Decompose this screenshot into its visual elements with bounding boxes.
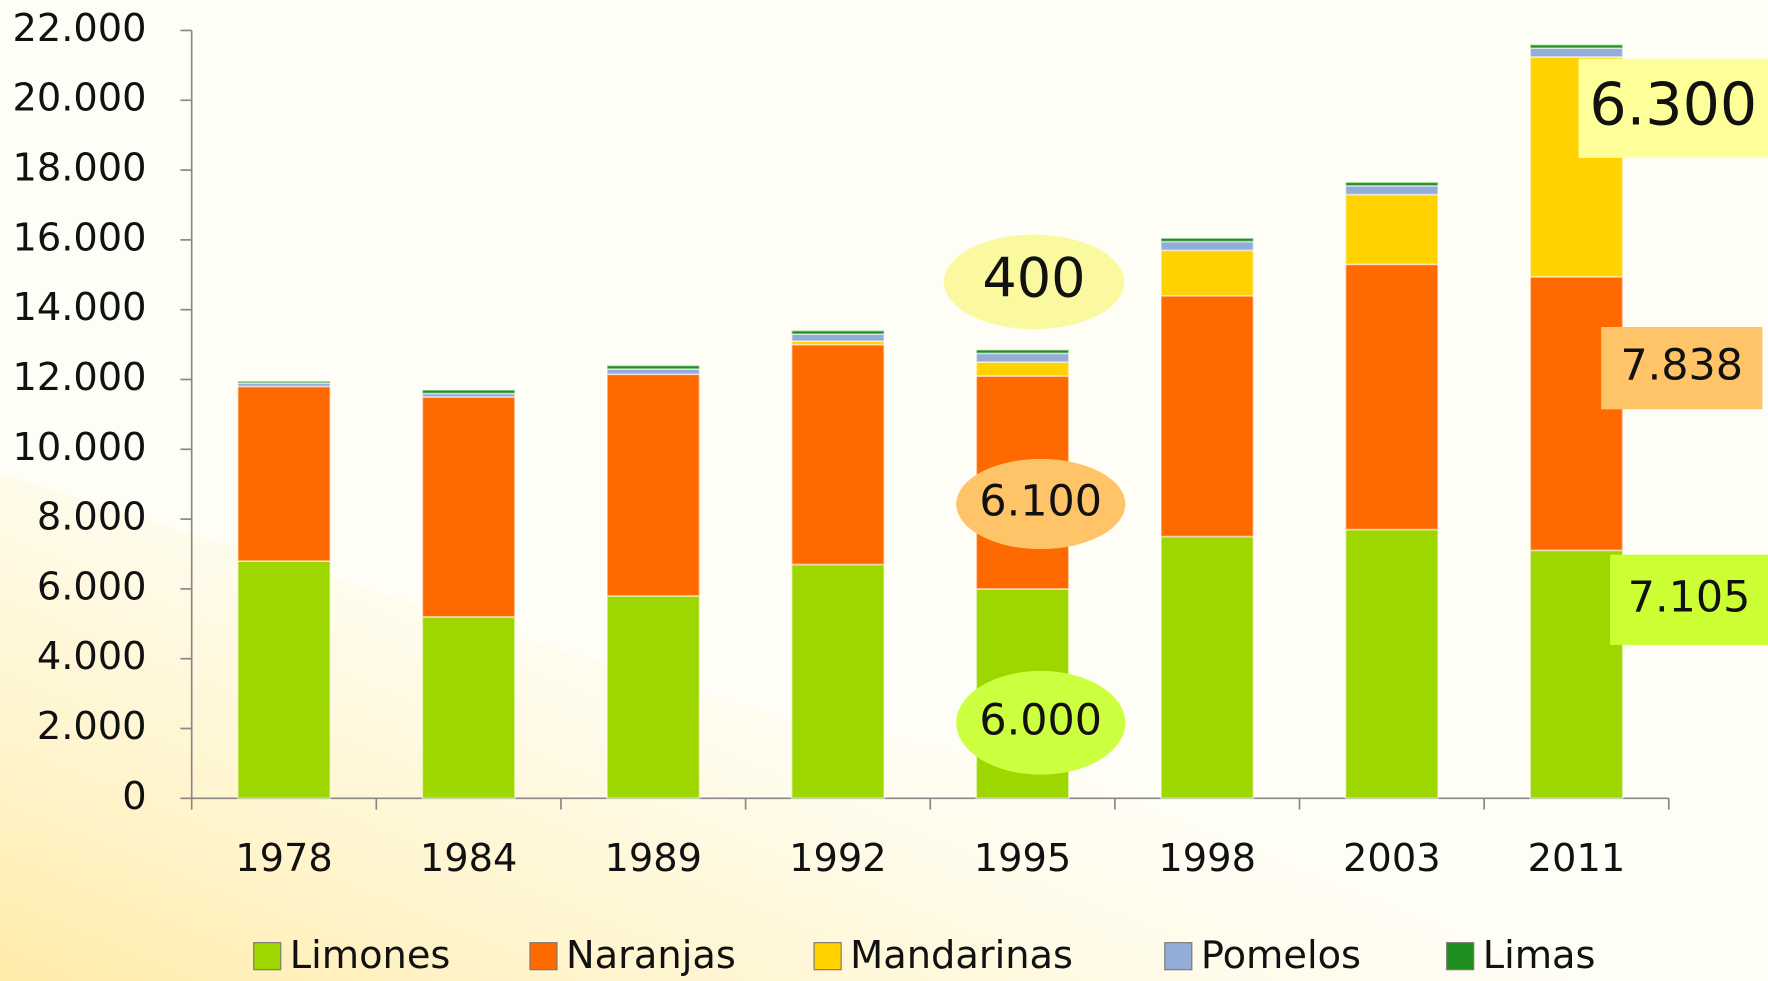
annotation-text: 400 xyxy=(982,247,1085,310)
legend-swatch xyxy=(1446,942,1475,971)
x-tick-label: 1998 xyxy=(1158,836,1256,881)
y-tick-label: 10.000 xyxy=(12,425,146,470)
legend-label: Limas xyxy=(1483,933,1596,978)
bar-segment xyxy=(790,329,885,335)
x-tick-label: 1984 xyxy=(420,836,518,881)
annotation-text: 6.300 xyxy=(1589,70,1757,138)
bar-segment xyxy=(1160,240,1255,252)
x-tick-label: 1995 xyxy=(974,836,1072,881)
background-streak xyxy=(0,473,1768,981)
bar-segment xyxy=(421,615,516,800)
legend-label: Limones xyxy=(290,933,451,978)
bar-segment xyxy=(1160,249,1255,297)
bar-segment xyxy=(1160,237,1255,243)
legend-label: Mandarinas xyxy=(850,933,1073,978)
x-tick-label: 2011 xyxy=(1528,836,1626,881)
bar-segment xyxy=(790,563,885,800)
bar-segment xyxy=(236,380,332,384)
bar-segment xyxy=(606,373,701,597)
legend-swatch xyxy=(813,942,842,971)
annotation-bubble xyxy=(956,670,1126,775)
bar-segment xyxy=(421,396,516,618)
bar-segment xyxy=(606,595,701,800)
x-tick-label: 1992 xyxy=(789,836,887,881)
bar-segment xyxy=(236,385,332,562)
bar-segment xyxy=(790,343,885,566)
annotation-text: 7.838 xyxy=(1620,341,1743,391)
bar-segment xyxy=(1344,263,1439,531)
annotation-text: 6.100 xyxy=(979,477,1102,527)
y-tick-label: 20.000 xyxy=(12,76,146,121)
y-tick-label: 16.000 xyxy=(12,215,146,260)
bar-segment xyxy=(975,352,1070,363)
annotation-box xyxy=(1578,58,1768,158)
y-tick-label: 2.000 xyxy=(37,704,147,749)
bar-segment xyxy=(1344,181,1439,187)
legend-label: Pomelos xyxy=(1201,933,1361,978)
bar-segment xyxy=(1160,535,1255,800)
y-tick-label: 14.000 xyxy=(12,285,146,330)
bar-segment xyxy=(1344,528,1439,800)
y-tick-label: 0 xyxy=(122,774,146,819)
bar-segment xyxy=(1160,294,1255,538)
bar-segment xyxy=(975,348,1070,355)
bar-segment xyxy=(1529,43,1624,50)
legend-swatch xyxy=(253,942,282,971)
annotation-bubble xyxy=(943,234,1125,330)
x-tick-label: 1989 xyxy=(605,836,703,881)
annotation-box xyxy=(1610,554,1768,645)
bar-segment xyxy=(1529,47,1624,58)
bar-segment xyxy=(1344,193,1439,266)
y-tick-label: 12.000 xyxy=(12,355,146,400)
bar-segment xyxy=(1344,184,1439,196)
y-tick-label: 18.000 xyxy=(12,146,146,191)
annotation-box xyxy=(1601,327,1763,410)
x-tick-label: 2003 xyxy=(1343,836,1441,881)
x-tick-label: 1978 xyxy=(235,836,333,881)
y-tick-label: 4.000 xyxy=(37,634,147,679)
y-tick-label: 22.000 xyxy=(12,6,146,51)
bar-segment xyxy=(606,364,701,370)
bar-segment xyxy=(790,333,885,342)
annotation-bubble xyxy=(956,458,1126,550)
legend-label: Naranjas xyxy=(566,933,736,978)
y-tick-label: 6.000 xyxy=(37,564,147,609)
bar-segment xyxy=(421,389,516,395)
legend-swatch xyxy=(529,942,558,971)
bar-segment xyxy=(236,560,332,800)
bar-segment xyxy=(1529,275,1624,552)
legend-swatch xyxy=(1164,942,1193,971)
annotation-text: 7.105 xyxy=(1628,572,1751,622)
bar-segment xyxy=(975,361,1070,377)
annotation-text: 6.000 xyxy=(979,695,1102,745)
y-tick-label: 8.000 xyxy=(37,495,147,540)
bar-segment xyxy=(1529,549,1624,800)
